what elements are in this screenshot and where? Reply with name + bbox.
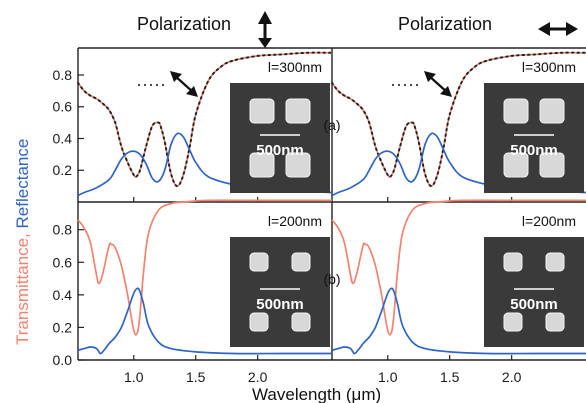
diagonal-double-arrow-icon xyxy=(424,71,452,97)
diagonal-arrow-head-end xyxy=(440,86,452,97)
nanoparticle-square xyxy=(285,98,311,124)
reflectance-line-b-vertical xyxy=(77,287,332,355)
inset-size-label: l=300nm xyxy=(522,59,576,75)
y-tick-label: 0.6 xyxy=(53,99,73,115)
diagonal-double-arrow-icon xyxy=(170,71,198,97)
nanoparticle-square xyxy=(539,152,565,178)
inset-size-label: l=300nm xyxy=(268,59,322,75)
x-tick-label: 1.5 xyxy=(186,369,206,385)
header-right-polarization: Polarization xyxy=(398,14,492,34)
header-left-polarization: Polarization xyxy=(137,14,231,34)
y-tick-label: 0.4 xyxy=(53,287,73,303)
y-axis-title-reflectance: Reflectance xyxy=(13,139,32,229)
sem-inset xyxy=(230,237,330,347)
nanoparticle-square xyxy=(291,312,311,332)
reflectance-line-b-horizontal xyxy=(331,287,586,355)
x-tick-label: 1.0 xyxy=(124,369,144,385)
sem-inset xyxy=(484,83,584,193)
nanoparticle-square xyxy=(545,252,565,272)
nanoparticle-square xyxy=(249,98,275,124)
transmittance-line-b-horizontal xyxy=(331,199,586,336)
transmittance-line-b-vertical xyxy=(77,199,332,336)
sem-inset xyxy=(484,237,584,347)
y-tick-label: 0.4 xyxy=(53,130,73,146)
inset-size-label: l=200nm xyxy=(522,213,576,229)
scale-bar-label: 500nm xyxy=(510,142,558,159)
y-tick-label: 0.2 xyxy=(53,319,73,335)
sem-inset xyxy=(230,83,330,193)
horizontal-double-arrow-icon xyxy=(538,22,578,36)
panel-label: (b) xyxy=(323,271,340,287)
nanoparticle-square xyxy=(539,98,565,124)
scale-bar-label: 500nm xyxy=(510,296,558,313)
x-tick-label: 1.0 xyxy=(378,369,398,385)
scale-bar-label: 500nm xyxy=(256,142,304,159)
reflectance-line-a-horizontal xyxy=(331,132,586,197)
nanoparticle-square xyxy=(291,252,311,272)
nanoparticle-square xyxy=(285,152,311,178)
nanoparticle-square xyxy=(503,312,523,332)
nanoparticle-square xyxy=(503,252,523,272)
x-tick-label: 1.5 xyxy=(440,369,460,385)
y-tick-label: 0.8 xyxy=(53,222,73,238)
inset-size-label: l=200nm xyxy=(268,213,322,229)
reflectance-line-a-vertical xyxy=(77,132,333,197)
y-tick-label: 0.0 xyxy=(53,352,73,368)
nanoparticle-square xyxy=(249,252,269,272)
x-tick-label: 2.0 xyxy=(248,369,268,385)
nanoparticle-square xyxy=(249,152,275,178)
x-tick-label: 2.0 xyxy=(502,369,522,385)
simulation-dotted-line-vertical xyxy=(77,51,333,188)
nanoparticle-square xyxy=(503,98,529,124)
diagonal-arrow-head-end xyxy=(186,86,198,97)
diagonal-arrow-head-start xyxy=(424,71,436,82)
plot-area: 0.8 0.6 0.4 0.2 500nm l=300nm 500nm l=300nm (a) 0… xyxy=(53,47,586,385)
simulation-dotted-line-horizontal xyxy=(331,51,586,188)
y-tick-label: 0.2 xyxy=(53,162,73,178)
y-tick-label: 0.6 xyxy=(53,254,73,270)
y-axis-title-separator: , xyxy=(13,228,32,237)
scale-bar-label: 500nm xyxy=(256,296,304,313)
nanoparticle-square xyxy=(545,312,565,332)
vertical-double-arrow-icon xyxy=(258,11,272,48)
nanoparticle-square xyxy=(249,312,269,332)
panel-label: (a) xyxy=(323,117,340,133)
nanoparticle-square xyxy=(503,152,529,178)
diagonal-arrow-head-start xyxy=(170,71,182,82)
y-tick-label: 0.8 xyxy=(53,67,73,83)
y-axis-title: Transmittance, Reflectance xyxy=(13,139,32,345)
x-axis-title: Wavelength (μm) xyxy=(252,385,381,403)
y-axis-title-transmittance: Transmittance xyxy=(13,238,32,345)
